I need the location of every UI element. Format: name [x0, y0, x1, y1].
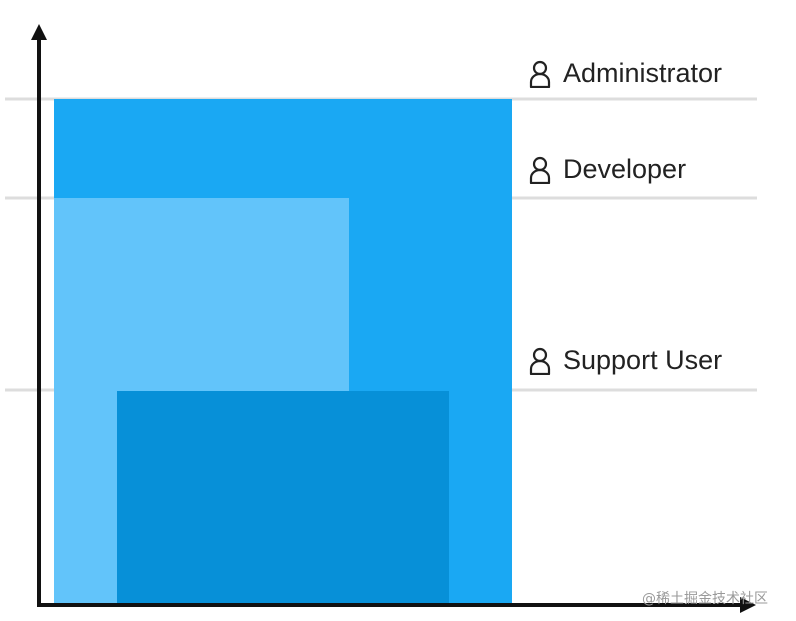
user-icon [529, 156, 551, 184]
level-label-text: Administrator [563, 58, 723, 88]
user-icon [529, 60, 551, 88]
support-user-block [117, 391, 449, 605]
level-label-text: Support User [563, 345, 723, 375]
x-axis-arrowhead [740, 597, 756, 613]
level-label-administrator: Administrator [529, 58, 722, 89]
user-icon [529, 347, 551, 375]
level-label-developer: Developer [529, 154, 686, 185]
y-axis-arrowhead [31, 24, 47, 40]
level-label-support-user: Support User [529, 345, 722, 376]
level-label-text: Developer [563, 154, 687, 184]
watermark: @稀土掘金技术社区 [642, 591, 768, 607]
